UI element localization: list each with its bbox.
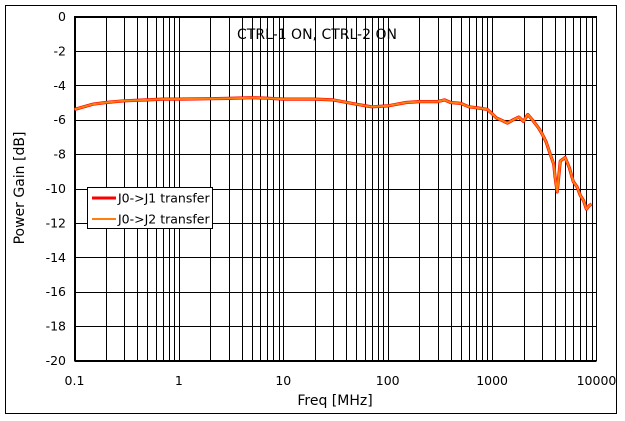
chart-annotation: CTRL-1 ON, CTRL-2 ON [237,27,397,43]
x-tick-label: 10 [275,373,291,388]
x-axis-ticks: 0.1 1 10 100 1000 10000 [65,373,617,388]
plot-area [74,16,597,361]
x-tick-label: 1 [175,373,183,388]
x-axis-title: Freq [MHz] [297,393,372,409]
legend: J0->J1 transfer J0->J2 transfer [87,187,213,229]
y-tick-label: -14 [46,250,66,265]
x-tick-label: 0.1 [65,373,85,388]
y-tick-label: -4 [54,78,67,93]
legend-label-j0-j1: J0->J1 transfer [117,191,210,206]
y-tick-label: -6 [54,112,67,127]
y-tick-label: -20 [46,353,66,368]
legend-label-j0-j2: J0->J2 transfer [117,212,210,227]
y-tick-label: 0 [58,9,66,24]
x-tick-label: 10000 [577,373,617,388]
x-tick-label: 1000 [476,373,508,388]
y-tick-label: -10 [46,181,66,196]
legend-box [87,187,213,229]
y-tick-label: -2 [54,43,66,58]
y-tick-label: -16 [46,284,66,299]
series-line-j0-j2 [74,96,593,211]
y-tick-label: -18 [46,319,66,334]
x-tick-label: 100 [376,373,400,388]
y-tick-label: -12 [46,215,66,230]
series-layer [74,96,593,211]
y-tick-label: -8 [54,147,67,162]
y-axis-ticks: 0 -2 -4 -6 -8 -10 -12 -14 -16 -18 -20 [46,9,66,368]
y-axis-title: Power Gain [dB] [12,132,28,245]
